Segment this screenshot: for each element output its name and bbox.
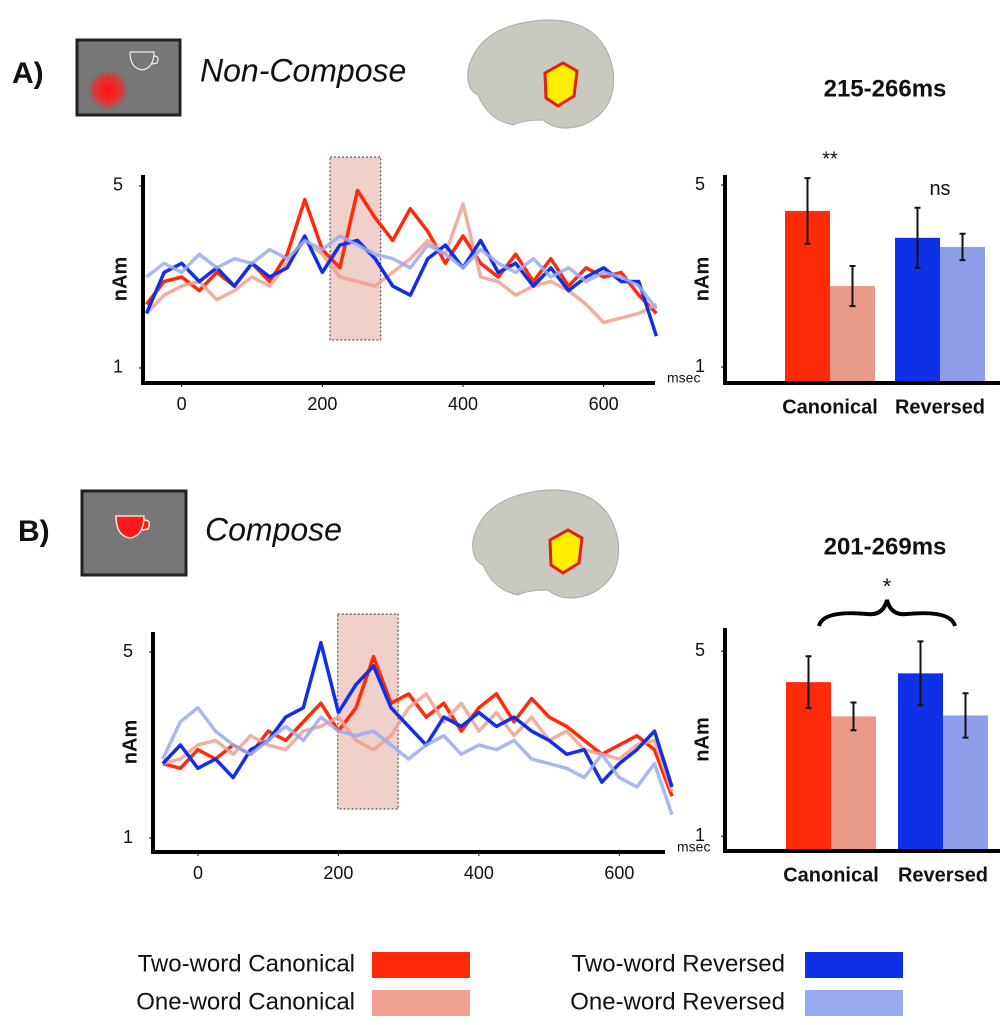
x-tick-label: Reversed <box>898 864 988 886</box>
brain <box>473 490 619 598</box>
significance: ** <box>822 148 838 170</box>
panel-label: B) <box>18 515 50 548</box>
series-line <box>163 708 672 815</box>
legend-swatch <box>372 990 470 1016</box>
x-tick-label: Canonical <box>782 396 878 418</box>
x-tick-label: 200 <box>323 863 353 883</box>
y-tick-label: 1 <box>695 825 705 845</box>
x-tick-label: 600 <box>589 394 619 414</box>
significance: * <box>883 574 892 599</box>
chart-title: 215-266ms <box>824 75 947 102</box>
x-tick-label: 600 <box>604 863 634 883</box>
time-window <box>338 614 398 809</box>
x-tick-label: 400 <box>464 863 494 883</box>
x-tick-label: 200 <box>307 394 337 414</box>
y-tick-label: 1 <box>695 356 705 376</box>
y-axis-label: nAm <box>691 257 713 301</box>
brace <box>819 600 955 626</box>
condition-label: Compose <box>205 511 342 547</box>
y-tick-label: 5 <box>695 640 705 660</box>
x-tick-label: 400 <box>448 394 478 414</box>
y-tick-label: 5 <box>123 641 133 661</box>
legend-label: Two-word Canonical <box>138 950 355 977</box>
y-tick-label: 5 <box>695 174 705 194</box>
legend-label: One-word Reversed <box>570 988 785 1015</box>
series-line <box>147 236 657 336</box>
chart-title: 201-269ms <box>824 533 947 560</box>
brain <box>468 20 614 128</box>
x-tick-label: Reversed <box>895 396 985 418</box>
y-tick-label: 1 <box>113 357 123 377</box>
x-tick-label: 0 <box>193 863 203 883</box>
y-axis-label: nAm <box>119 720 141 764</box>
bar <box>831 716 876 851</box>
legend-label: Two-word Reversed <box>572 950 785 977</box>
legend-swatch <box>372 952 470 978</box>
x-tick-label: Canonical <box>783 864 879 886</box>
condition-label: Non-Compose <box>200 52 406 88</box>
y-axis-label: nAm <box>109 257 131 301</box>
significance: ns <box>929 178 950 200</box>
x-tick-label: 0 <box>177 394 187 414</box>
series-line <box>163 657 672 797</box>
x-axis-label: msec <box>677 839 710 855</box>
figure: A) Non-Compose B) Compose Two-word Canon… <box>0 0 1002 1025</box>
bar <box>940 247 985 383</box>
legend-swatch <box>805 990 903 1016</box>
y-tick-label: 5 <box>113 175 123 195</box>
stimulus-blob <box>88 70 128 110</box>
legend-label: One-word Canonical <box>136 988 355 1015</box>
series-line <box>163 694 672 792</box>
panel-label: A) <box>12 57 44 90</box>
y-axis-label: nAm <box>691 717 713 761</box>
y-tick-label: 1 <box>123 827 133 847</box>
legend-swatch <box>805 952 903 978</box>
